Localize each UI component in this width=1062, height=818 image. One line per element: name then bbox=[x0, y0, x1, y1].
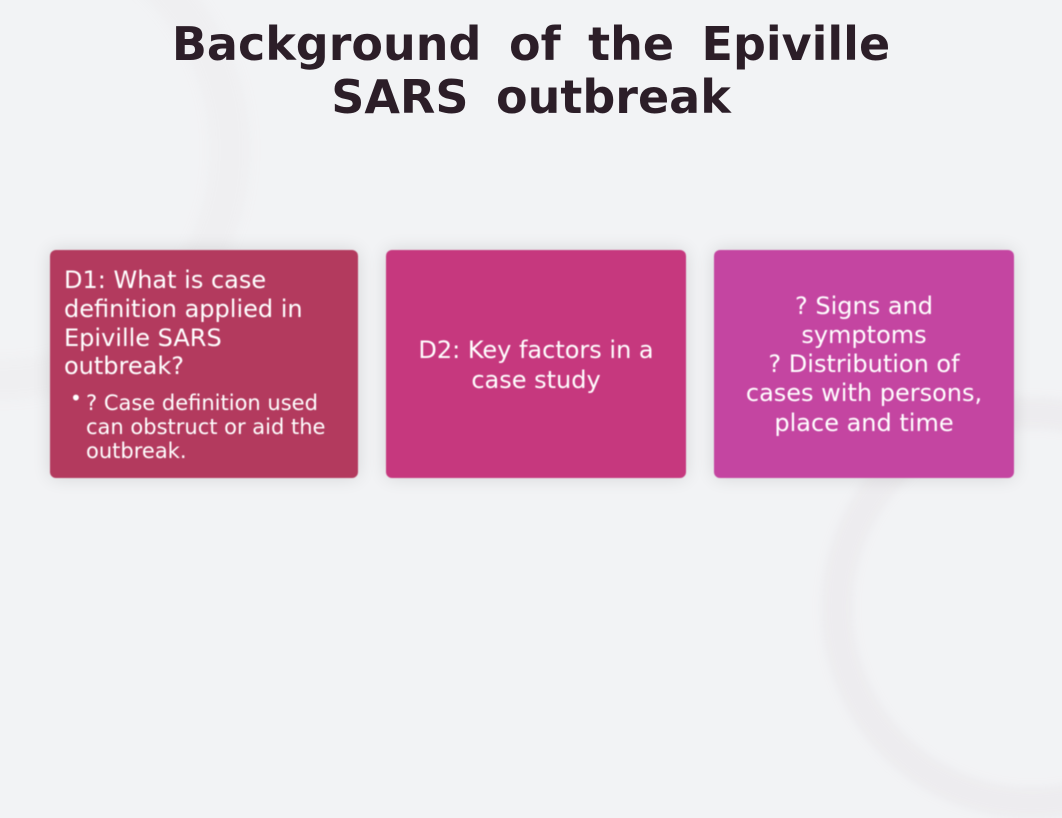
card-d2: D2: Key factors in a case study bbox=[386, 250, 686, 478]
card-d3: ? Signs and symptoms? Distribution of ca… bbox=[714, 250, 1014, 478]
card-d2-text: D2: Key factors in a case study bbox=[400, 335, 672, 395]
card-d1-bullet: ? Case definition used can obstruct or a… bbox=[64, 391, 344, 463]
slide-title: Background of the Epiville SARS outbreak bbox=[0, 18, 1062, 124]
card-row: D1: What is case definition applied in E… bbox=[50, 250, 1022, 478]
card-d1-heading: D1: What is case definition applied in E… bbox=[64, 266, 344, 381]
card-d3-text: ? Signs and symptoms? Distribution of ca… bbox=[728, 292, 1000, 438]
card-d1: D1: What is case definition applied in E… bbox=[50, 250, 358, 478]
